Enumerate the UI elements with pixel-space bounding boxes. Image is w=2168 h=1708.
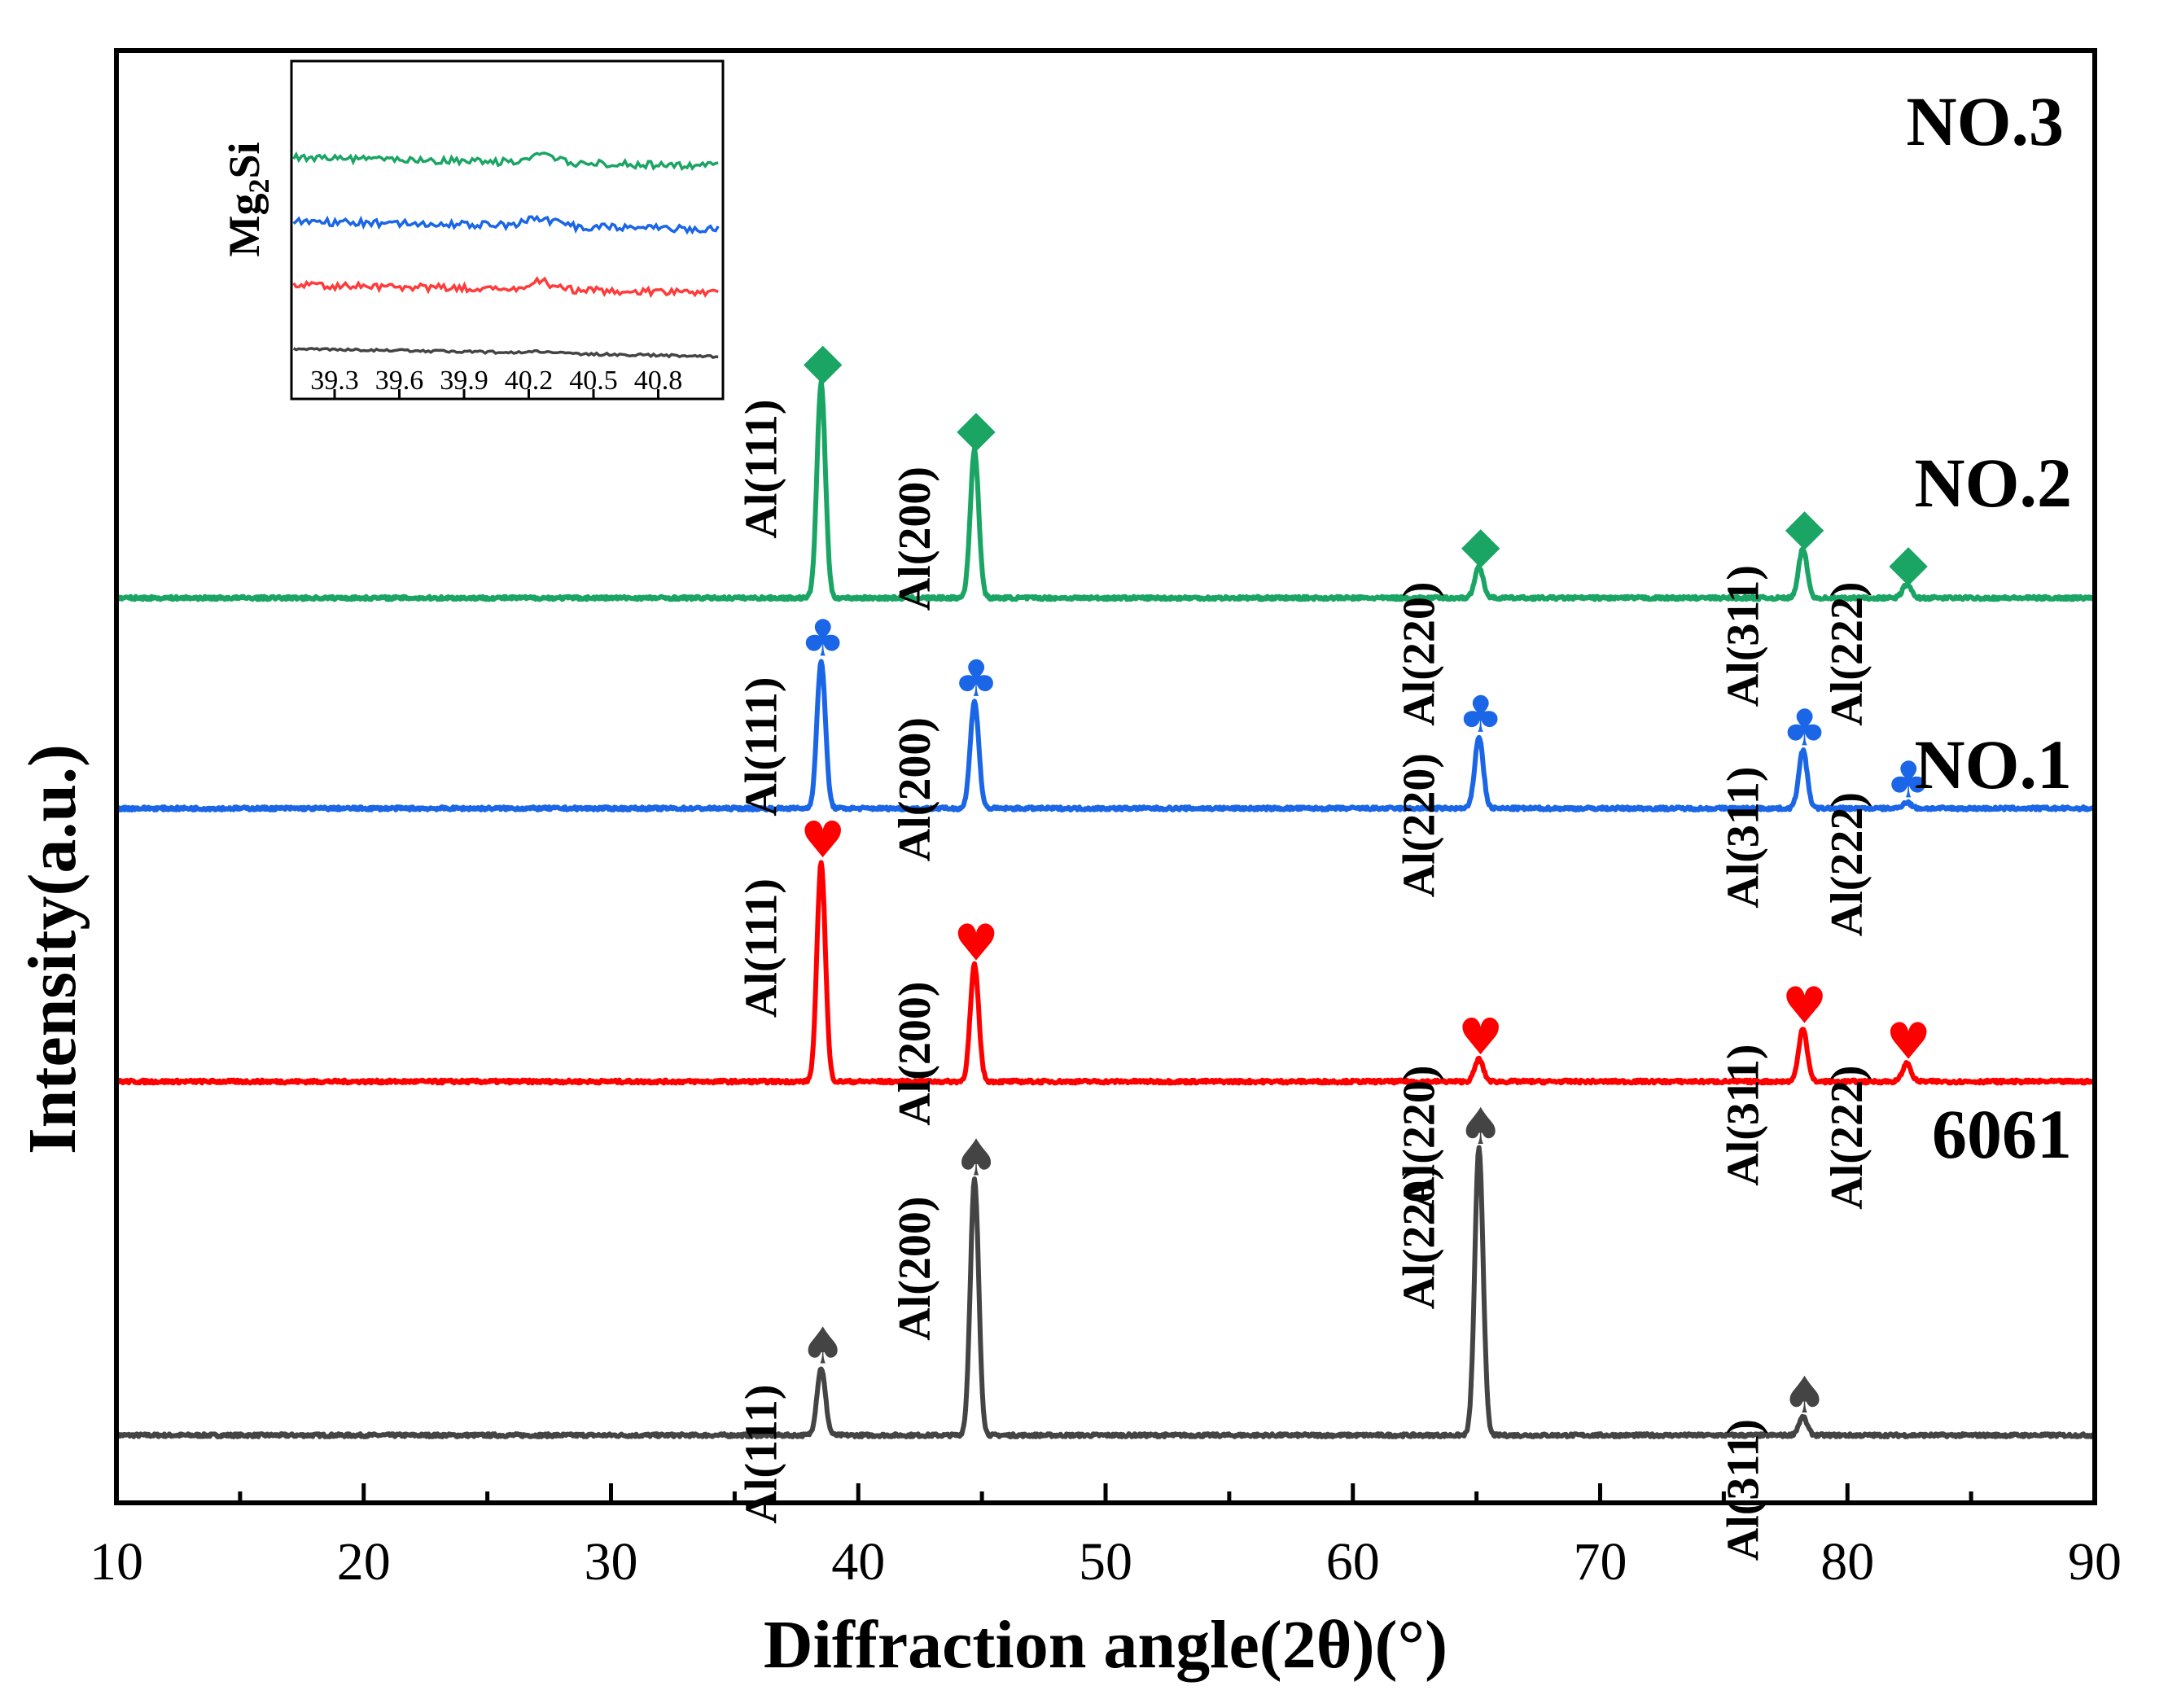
series-name-no2: NO.2 <box>1915 444 2073 522</box>
peak-marker-club: ♣ <box>953 649 999 708</box>
peak-label: Al(220) <box>1395 1165 1445 1309</box>
series-line-no3 <box>115 379 2095 602</box>
peak-label: Al(220) <box>1395 1066 1445 1210</box>
peak-marker-club: ♣ <box>1886 750 1931 809</box>
peak-labels: Al(111) Al(200) Al(220) Al(311) Al(111) Al(20… <box>737 400 1872 1561</box>
series-line-6061 <box>114 1145 2095 1439</box>
inset-x-tick-labels: 39.3 39.6 39.9 40.2 40.5 40.8 <box>310 366 682 396</box>
peak-marker-diamond: ◆ <box>957 398 996 458</box>
inset-line-no1 <box>292 275 719 299</box>
inset-x-tick-label: 40.8 <box>634 366 683 396</box>
peak-label: Al(111) <box>737 878 787 1018</box>
inset-x-tick-label: 39.9 <box>440 366 488 396</box>
x-tick-label: 60 <box>1326 1532 1380 1592</box>
x-tick-label: 10 <box>90 1532 143 1592</box>
inset-line-6061 <box>292 347 719 359</box>
peak-marker-spade: ♠ <box>953 1128 999 1188</box>
peak-label: Al(222) <box>1822 792 1872 936</box>
series-name-6061: 6061 <box>1932 1095 2072 1173</box>
peak-label: Al(311) <box>1719 565 1769 707</box>
peak-marker-spade: ♠ <box>1458 1097 1504 1156</box>
x-tick-label: 30 <box>585 1532 638 1592</box>
inset-title: Mg2Si <box>220 142 275 256</box>
peak-label: Al(220) <box>1395 753 1445 897</box>
peak-label: Al(222) <box>1822 582 1872 726</box>
peak-label: Al(311) <box>1719 1419 1769 1561</box>
inset-x-tick-label: 40.2 <box>505 366 554 396</box>
series-line-no2 <box>115 659 2096 812</box>
peak-marker-club: ♣ <box>800 609 846 668</box>
peak-label: Al(200) <box>890 982 940 1126</box>
peak-marker-diamond: ◆ <box>1461 515 1500 574</box>
peak-label: Al(200) <box>890 1197 940 1341</box>
x-tick-label: 20 <box>337 1532 391 1592</box>
peak-marker-heart: ♥ <box>1782 976 1828 1036</box>
peak-marker-diamond: ◆ <box>1785 497 1824 556</box>
peak-label: Al(220) <box>1395 582 1445 726</box>
peak-marker-club: ♣ <box>1458 685 1504 744</box>
series-name-no1: NO.1 <box>1915 725 2073 804</box>
peak-label: Al(111) <box>737 677 787 817</box>
x-tick-label: 70 <box>1574 1532 1627 1592</box>
inset-x-tick-label: 40.5 <box>569 366 618 396</box>
peak-label: Al(200) <box>890 466 940 611</box>
x-tick-label: 50 <box>1079 1532 1132 1592</box>
inset-lines <box>292 151 720 359</box>
peak-marker-heart: ♥ <box>953 913 999 973</box>
y-axis-title: Intensity(a.u.) <box>15 744 90 1154</box>
peak-marker-heart: ♥ <box>1458 1007 1504 1066</box>
peak-label: Al(222) <box>1822 1066 1872 1210</box>
peak-marker-spade: ♠ <box>800 1316 846 1376</box>
inset-x-tick-label: 39.3 <box>310 366 359 396</box>
x-axis-ticks <box>114 1483 2097 1503</box>
inset-x-tick-label: 39.6 <box>375 366 424 396</box>
inset-line-no2 <box>292 214 720 235</box>
peak-marker-diamond: ◆ <box>1889 532 1928 592</box>
inset-x-ticks <box>333 389 659 399</box>
x-tick-label: 90 <box>2068 1532 2122 1592</box>
peak-marker-heart: ♥ <box>1886 1012 1931 1071</box>
peak-markers: ♠ ♠ ♠ ♠ ♥ ♥ ♥ ♥ ♥ ♣ ♣ ♣ ♣ ♣ ◆ ◆ ◆ ◆ ◆ <box>800 331 1931 1426</box>
peak-marker-club: ♣ <box>1782 699 1828 758</box>
peak-label: Al(200) <box>890 717 940 861</box>
x-tick-label: 40 <box>831 1532 885 1592</box>
x-axis-tick-labels: 10 20 30 40 50 60 70 80 90 <box>90 1532 2122 1592</box>
inset-line-no3 <box>292 151 719 171</box>
peak-marker-diamond: ◆ <box>804 331 843 391</box>
peak-label: Al(111) <box>737 400 787 539</box>
series-name-no3: NO.3 <box>1907 82 2065 160</box>
peak-marker-spade: ♠ <box>1782 1365 1828 1425</box>
series-line-no1 <box>115 860 2096 1086</box>
inset-frame <box>290 59 725 401</box>
mg2si-inset: 39.3 39.6 39.9 40.2 40.5 40.8 Mg2Si <box>220 59 725 401</box>
series-name-labels: 6061 NO.1 NO.2 NO.3 <box>1907 82 2073 1173</box>
peak-label: Al(311) <box>1719 1045 1769 1186</box>
peak-label: Al(311) <box>1719 767 1769 909</box>
x-axis-title: Diffraction angle(2θ)(°) <box>764 1607 1448 1683</box>
peak-marker-heart: ♥ <box>800 810 846 869</box>
x-tick-label: 80 <box>1820 1532 1874 1592</box>
plot-series <box>114 379 2096 1439</box>
